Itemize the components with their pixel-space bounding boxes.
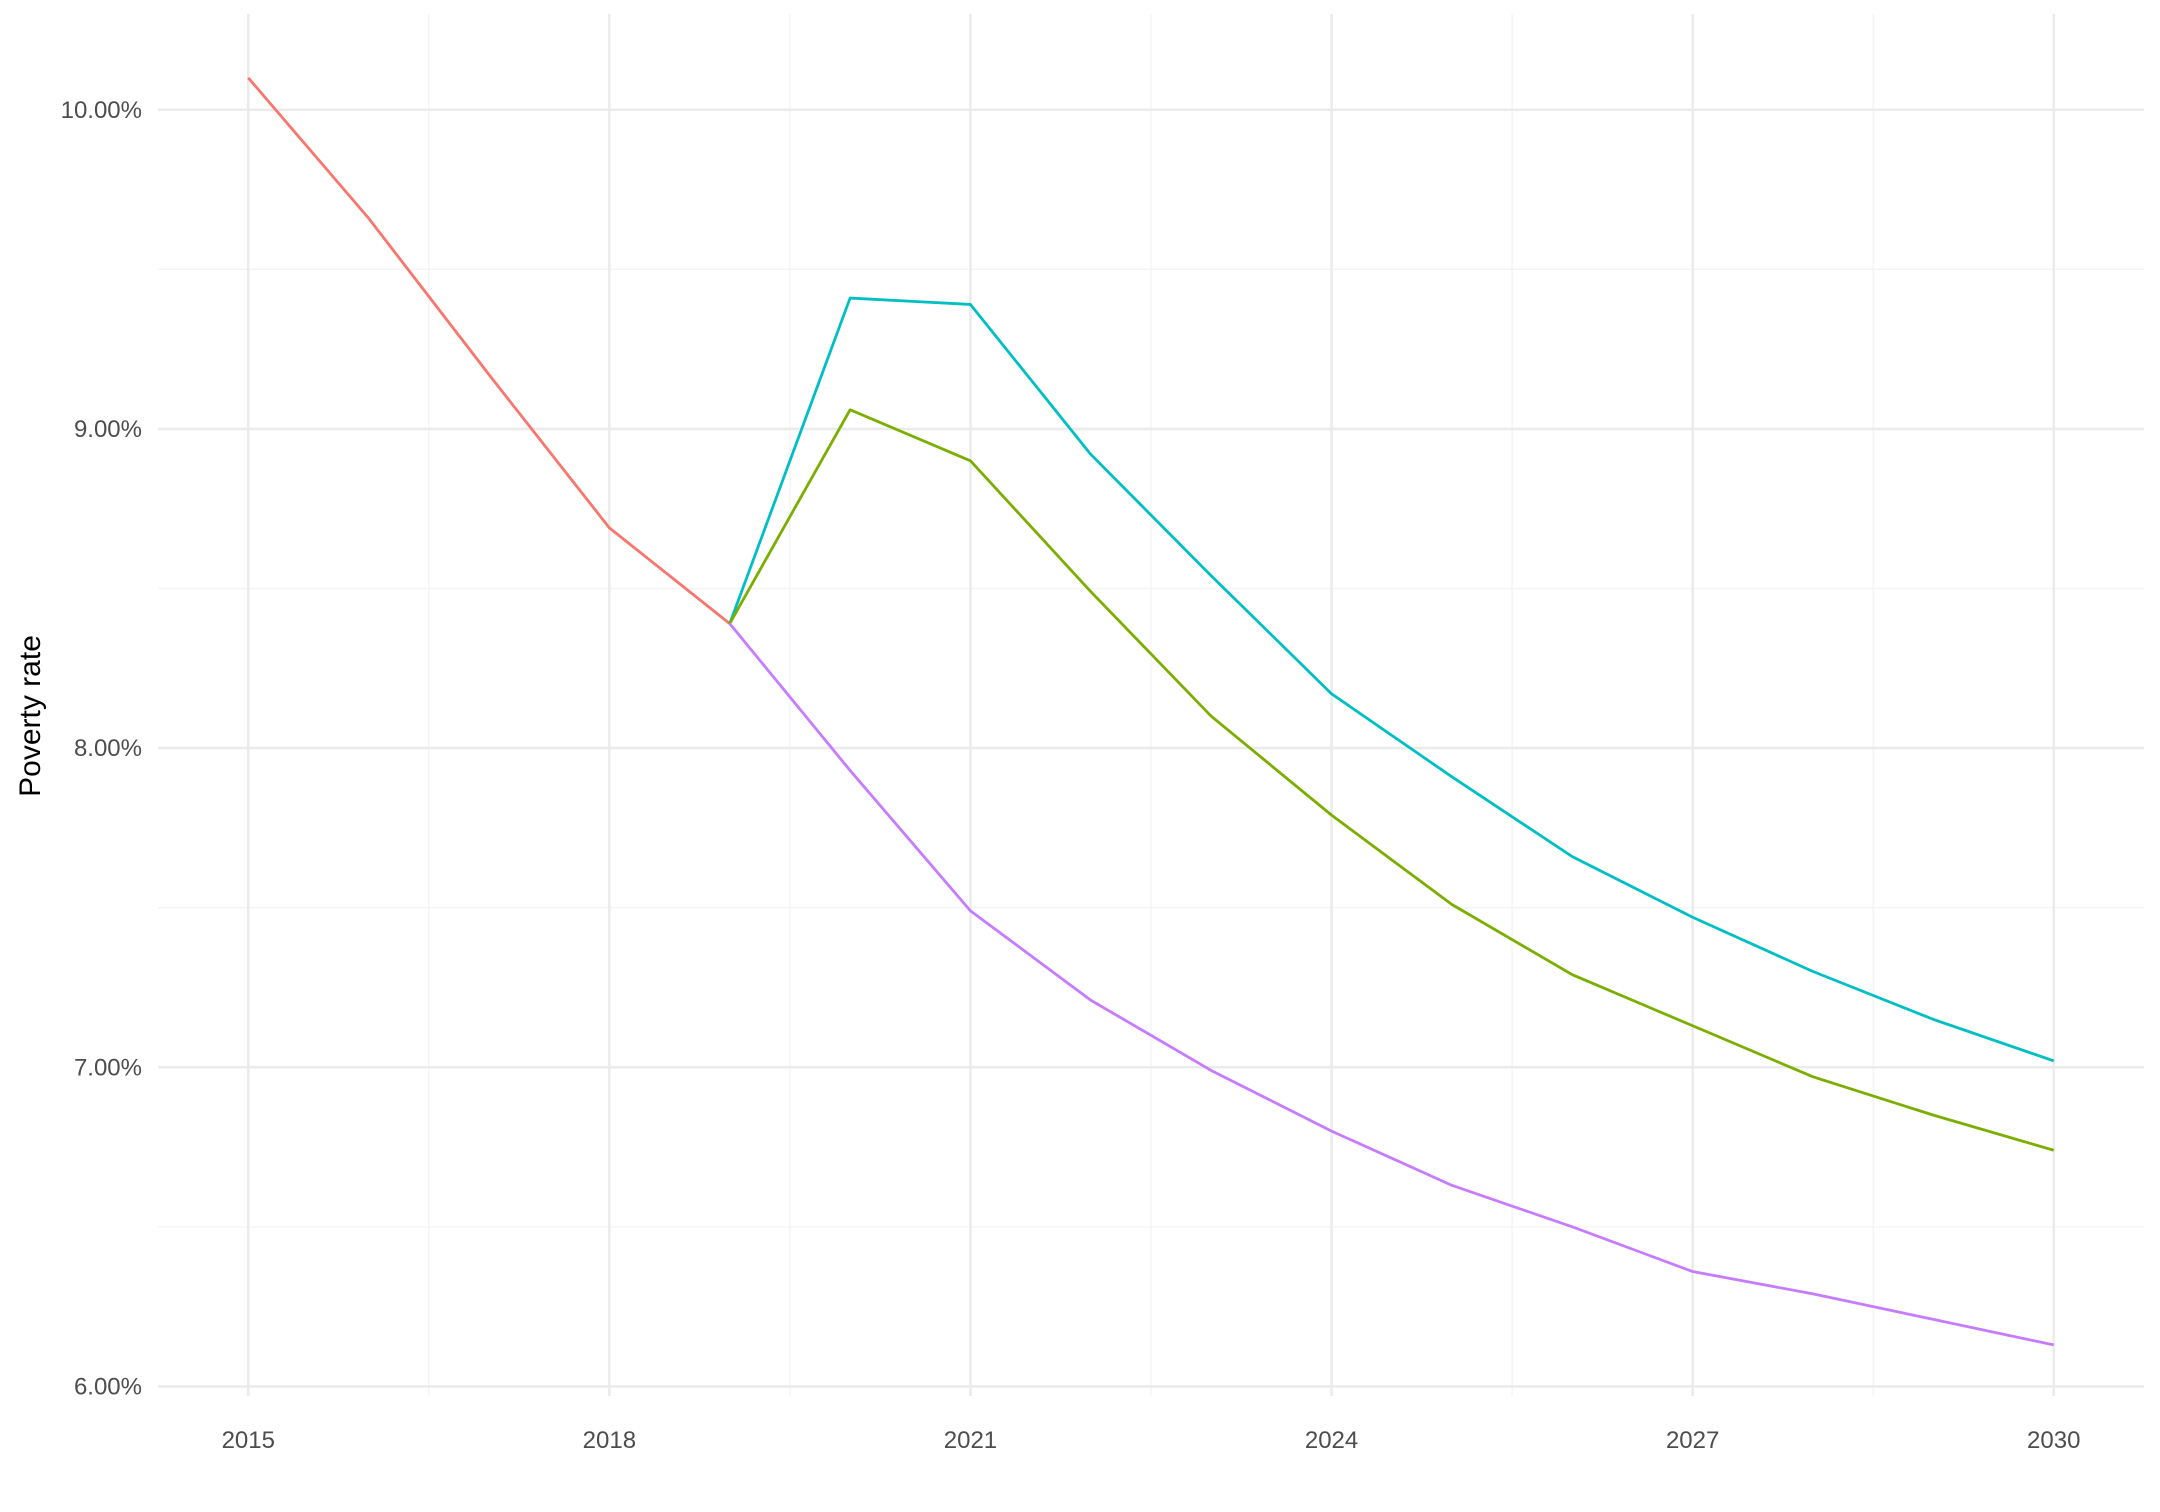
y-tick-label: 6.00% [74,1373,142,1400]
x-tick-label: 2015 [222,1427,275,1454]
x-tick-label: 2024 [1305,1427,1358,1454]
y-tick-label: 7.00% [74,1054,142,1081]
series-line-2 [728,296,2055,1063]
y-tick-label: 10.00% [61,97,142,124]
gridlines [158,14,2144,1396]
x-tick-label: 2030 [2027,1427,2080,1454]
x-tick-label: 2021 [944,1427,997,1454]
y-tick-label: 8.00% [74,735,142,762]
series-line-4 [728,622,2055,1347]
y-tick-label: 9.00% [74,416,142,443]
x-tick-label: 2018 [583,1427,636,1454]
y-axis-title: Poverty rate [14,635,47,797]
series-line-3 [728,408,2055,1152]
y-axis-tick-labels: 6.00% 7.00% 8.00% 9.00% 10.00% [61,97,142,1401]
x-tick-label: 2027 [1666,1427,1719,1454]
x-axis-tick-labels: 2015 2018 2021 2024 2027 2030 [222,1427,2081,1454]
series-lines [247,76,2055,1347]
series-line-1 [247,76,731,625]
